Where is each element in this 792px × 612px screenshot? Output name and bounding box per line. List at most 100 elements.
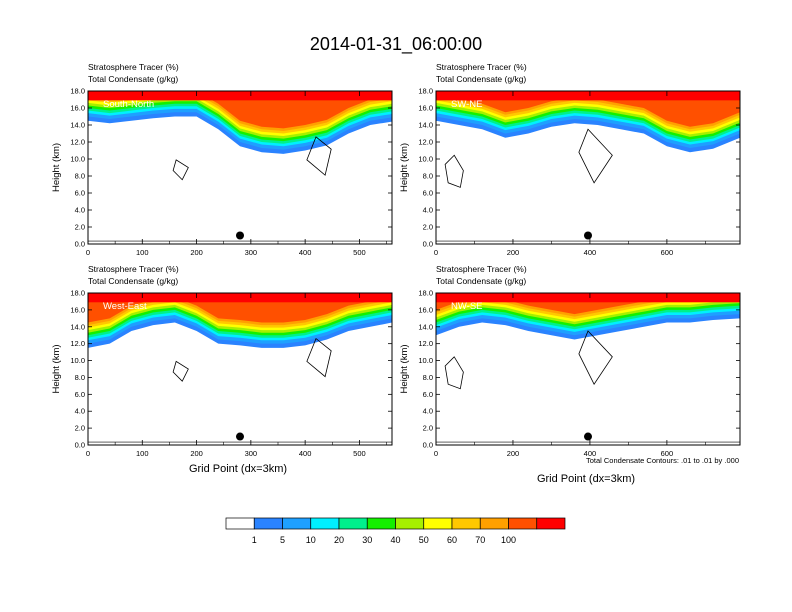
- y-tick-label: 6.0: [423, 390, 433, 399]
- x-axis-label-left: Grid Point (dx=3km): [189, 463, 287, 475]
- x-tick-label: 200: [190, 248, 203, 257]
- y-tick-label: 8.0: [423, 172, 433, 181]
- x-tick-label: 400: [584, 449, 597, 458]
- y-axis-label: Height (km): [51, 344, 62, 393]
- panel-label: West-East: [103, 301, 147, 312]
- condensate-contour: [306, 136, 332, 176]
- colorbar-label: 30: [362, 535, 372, 545]
- x-tick-label: 0: [434, 248, 438, 257]
- plot-frame: [435, 90, 741, 245]
- plot-frame: [435, 292, 741, 446]
- panel-label: SW-NE: [451, 99, 483, 110]
- colorbar-box: [479, 517, 509, 530]
- y-tick-label: 12.0: [418, 138, 433, 147]
- header-condensate: Total Condensate (g/kg): [436, 276, 526, 286]
- y-tick-label: 4.0: [75, 407, 85, 416]
- location-marker: [584, 432, 592, 441]
- y-tick-label: 6.0: [423, 189, 433, 198]
- y-tick-label: 10.0: [70, 155, 85, 164]
- colorbar-box: [310, 517, 340, 530]
- tracer-field: [88, 293, 392, 348]
- colorbar-label: 50: [419, 535, 429, 545]
- condensate-contours: [172, 136, 332, 181]
- x-tick-label: 200: [507, 248, 520, 257]
- figure-title: 2014-01-31_06:00:00: [310, 34, 482, 55]
- panel-west-east: 0.0 2.0 4.0 6.0 8.0 10.0 12.0 14.0 16.0 18.0 0 100 2…: [51, 264, 393, 458]
- colorbar-box: [536, 517, 566, 530]
- colorbar-label: 5: [280, 535, 285, 545]
- y-tick-label: 2.0: [75, 223, 85, 232]
- tracer-field: [436, 91, 740, 153]
- y-tick-label: 12.0: [70, 339, 85, 348]
- header-tracer: Stratosphere Tracer (%): [88, 62, 179, 72]
- y-tick-label: 8.0: [75, 172, 85, 181]
- y-tick-label: 18.0: [418, 87, 433, 96]
- colorbar-label: 20: [334, 535, 344, 545]
- colorbar-box: [282, 517, 312, 530]
- y-tick-label: 0.0: [423, 240, 433, 249]
- x-tick-label: 500: [353, 449, 366, 458]
- location-marker: [584, 231, 592, 240]
- condensate-contour: [306, 337, 332, 378]
- y-tick-label: 2.0: [423, 424, 433, 433]
- colorbar-box: [338, 517, 368, 530]
- y-tick-label: 0.0: [75, 240, 85, 249]
- y-tick-label: 6.0: [75, 390, 85, 399]
- y-tick-label: 8.0: [75, 373, 85, 382]
- y-tick-label: 4.0: [423, 407, 433, 416]
- colorbar-label: 40: [390, 535, 400, 545]
- y-tick-label: 2.0: [75, 424, 85, 433]
- plot-frame: [87, 90, 393, 245]
- colorbar-box: [451, 517, 481, 530]
- y-tick-label: 18.0: [70, 289, 85, 298]
- tracer-field: [88, 91, 392, 154]
- y-tick-label: 16.0: [70, 305, 85, 314]
- tracer-field: [436, 293, 740, 340]
- tracer-top-layer: [88, 91, 392, 101]
- x-tick-label: 100: [136, 449, 149, 458]
- colorbar-label: 100: [501, 535, 516, 545]
- plot-frame: [87, 292, 393, 446]
- y-tick-label: 10.0: [418, 155, 433, 164]
- colorbar-box: [508, 517, 538, 530]
- y-tick-label: 18.0: [70, 87, 85, 96]
- header-condensate: Total Condensate (g/kg): [88, 276, 178, 286]
- condensate-contour: [578, 128, 613, 184]
- y-tick-label: 4.0: [423, 206, 433, 215]
- x-tick-label: 400: [299, 449, 312, 458]
- condensate-contours: [444, 128, 613, 188]
- y-tick-label: 14.0: [418, 322, 433, 331]
- y-tick-label: 10.0: [70, 356, 85, 365]
- condensate-contour: [578, 330, 613, 385]
- condensate-contour: [444, 356, 464, 390]
- y-tick-label: 12.0: [418, 339, 433, 348]
- colorbar-box: [395, 517, 425, 530]
- x-tick-label: 0: [86, 449, 90, 458]
- y-tick-label: 8.0: [423, 373, 433, 382]
- y-tick-label: 14.0: [70, 121, 85, 130]
- condensate-contour: [172, 159, 189, 181]
- x-tick-label: 300: [245, 449, 258, 458]
- y-axis-label: Height (km): [399, 344, 410, 393]
- y-tick-label: 16.0: [418, 305, 433, 314]
- y-tick-label: 6.0: [75, 189, 85, 198]
- contour-note: Total Condensate Contours: .01 to .01 by…: [586, 456, 739, 465]
- y-tick-label: 14.0: [70, 322, 85, 331]
- x-tick-label: 300: [245, 248, 258, 257]
- y-tick-label: 4.0: [75, 206, 85, 215]
- colorbar-box: [366, 517, 396, 530]
- x-tick-label: 600: [661, 449, 674, 458]
- header-condensate: Total Condensate (g/kg): [88, 74, 178, 84]
- colorbar-label: 10: [306, 535, 316, 545]
- condensate-contours: [444, 330, 613, 390]
- x-tick-label: 100: [136, 248, 149, 257]
- colorbar: 1 5 10 20 30 40 50 60 70 100: [225, 517, 566, 545]
- y-tick-label: 16.0: [418, 104, 433, 113]
- colorbar-label: 1: [252, 535, 257, 545]
- x-tick-label: 500: [353, 248, 366, 257]
- condensate-contours: [172, 337, 332, 382]
- y-axis-label: Height (km): [51, 143, 62, 192]
- tracer-top-layer: [436, 91, 740, 101]
- panel-south-north: 0.0 2.0 4.0 6.0 8.0 10.0 12.0 14.0 16.0 18.0 0 100 2…: [51, 62, 393, 257]
